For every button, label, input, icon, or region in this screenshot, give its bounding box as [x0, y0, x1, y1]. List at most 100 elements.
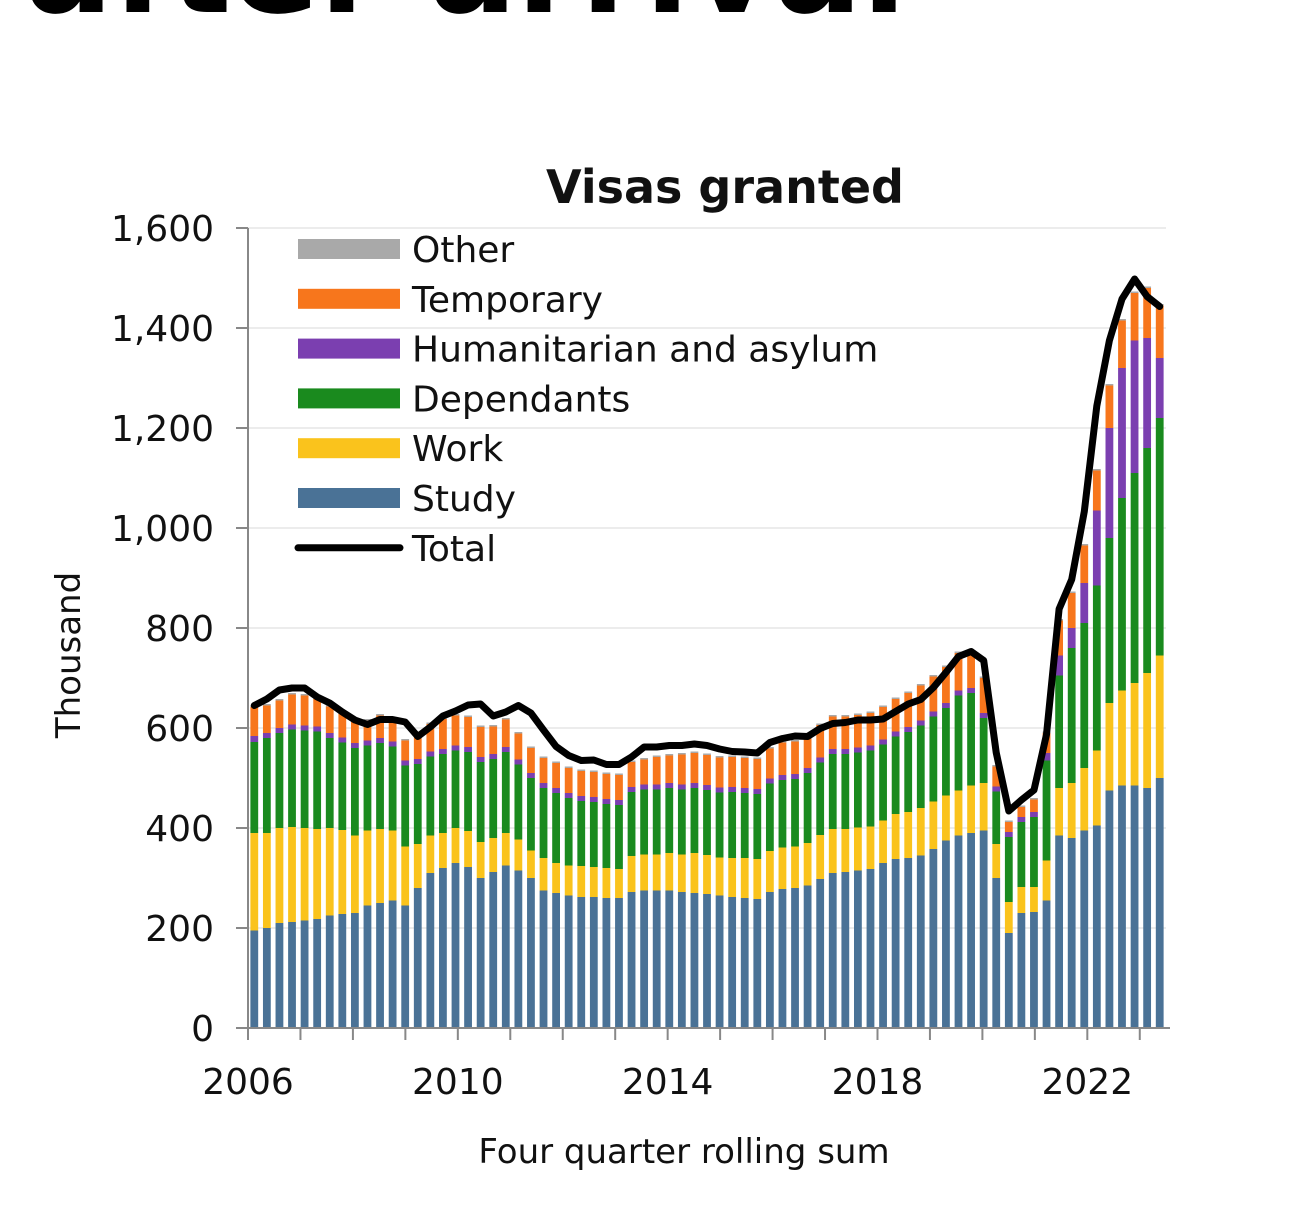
bar-dependants-72 — [1155, 418, 1164, 656]
bar-study-70 — [1130, 785, 1139, 1028]
bar-dependants-46 — [828, 754, 837, 829]
bar-humanitarian-and-asylum-55 — [942, 703, 950, 708]
bar-humanitarian-and-asylum-57 — [967, 688, 975, 693]
bar-temporary-27 — [589, 772, 598, 797]
bar-other-27 — [589, 770, 598, 772]
bar-work-3 — [288, 827, 296, 922]
bar-work-66 — [1080, 768, 1089, 831]
bar-humanitarian-and-asylum-8 — [350, 743, 359, 748]
bar-study-16 — [451, 863, 460, 1028]
bar-study-72 — [1155, 778, 1164, 1028]
bar-humanitarian-and-asylum-33 — [665, 783, 674, 788]
bar-work-17 — [464, 831, 472, 867]
bar-humanitarian-and-asylum-17 — [464, 747, 472, 752]
legend-swatch-study — [298, 488, 400, 508]
bar-study-6 — [325, 915, 334, 1028]
bar-humanitarian-and-asylum-11 — [388, 741, 397, 747]
bar-work-42 — [778, 847, 787, 889]
bar-study-62 — [1030, 912, 1038, 1028]
bar-humanitarian-and-asylum-59 — [992, 786, 1001, 792]
bar-dependants-19 — [489, 759, 498, 838]
bar-humanitarian-and-asylum-41 — [765, 778, 774, 784]
bar-dependants-58 — [979, 718, 988, 783]
bar-study-25 — [564, 895, 573, 1028]
bar-humanitarian-and-asylum-44 — [803, 768, 812, 773]
bar-work-30 — [627, 856, 636, 892]
bar-other-43 — [791, 740, 799, 742]
bar-work-23 — [539, 858, 548, 891]
bar-other-26 — [577, 769, 586, 771]
bar-other-19 — [489, 725, 498, 727]
bar-work-32 — [652, 854, 661, 891]
bar-study-36 — [703, 894, 711, 1028]
bar-work-8 — [350, 835, 359, 913]
bar-work-64 — [1055, 788, 1064, 836]
bar-humanitarian-and-asylum-32 — [652, 784, 661, 790]
bar-dependants-56 — [954, 695, 963, 791]
bar-work-46 — [828, 829, 837, 873]
bar-temporary-50 — [879, 707, 887, 740]
bar-study-23 — [539, 890, 548, 1028]
bar-work-12 — [401, 846, 410, 906]
bar-humanitarian-and-asylum-3 — [288, 724, 296, 730]
bar-temporary-55 — [942, 667, 950, 703]
bar-temporary-38 — [728, 757, 737, 787]
bar-study-53 — [916, 855, 925, 1028]
bar-dependants-9 — [363, 745, 372, 831]
bar-study-13 — [413, 888, 422, 1028]
bar-work-11 — [388, 830, 397, 901]
bar-work-67 — [1092, 750, 1101, 826]
bar-work-40 — [753, 859, 762, 899]
bar-work-72 — [1155, 655, 1164, 778]
bar-other-48 — [854, 713, 862, 715]
bar-study-40 — [753, 899, 762, 1028]
bar-study-18 — [476, 878, 485, 1028]
bar-temporary-56 — [954, 653, 963, 691]
bar-other-55 — [942, 665, 950, 667]
bar-temporary-26 — [577, 771, 586, 796]
bar-other-40 — [753, 757, 762, 759]
bar-humanitarian-and-asylum-9 — [363, 740, 372, 746]
bar-humanitarian-and-asylum-69 — [1118, 368, 1126, 498]
bar-study-47 — [841, 872, 850, 1028]
bar-dependants-23 — [539, 788, 548, 858]
bar-work-56 — [954, 790, 963, 836]
bar-humanitarian-and-asylum-52 — [904, 727, 913, 732]
bar-work-22 — [527, 850, 535, 878]
bar-work-49 — [866, 826, 875, 869]
bar-dependants-20 — [501, 752, 510, 833]
bar-study-39 — [740, 898, 749, 1028]
bar-other-66 — [1080, 544, 1089, 546]
bar-other-18 — [476, 725, 485, 727]
bar-dependants-21 — [514, 764, 523, 840]
bar-temporary-33 — [665, 755, 674, 783]
bar-work-65 — [1067, 783, 1076, 838]
bar-temporary-22 — [527, 748, 535, 773]
bar-temporary-65 — [1067, 593, 1076, 628]
bar-humanitarian-and-asylum-71 — [1143, 338, 1152, 448]
bar-temporary-3 — [288, 694, 296, 725]
bar-dependants-59 — [992, 791, 1001, 844]
bar-dependants-42 — [778, 780, 787, 848]
bar-study-56 — [954, 835, 963, 1028]
bar-other-65 — [1067, 591, 1076, 593]
bar-work-10 — [376, 829, 384, 903]
bar-other-2 — [275, 699, 284, 701]
bar-temporary-14 — [426, 724, 435, 752]
bar-humanitarian-and-asylum-60 — [1004, 832, 1013, 837]
bar-temporary-31 — [640, 759, 649, 785]
y-tick-label-7: 1,400 — [111, 309, 214, 350]
total-line-group — [250, 275, 1164, 815]
bar-dependants-15 — [439, 754, 447, 833]
bar-humanitarian-and-asylum-61 — [1017, 817, 1026, 822]
bar-humanitarian-and-asylum-27 — [589, 797, 598, 802]
bar-temporary-58 — [979, 678, 988, 713]
bar-dependants-71 — [1143, 448, 1152, 673]
bar-work-54 — [929, 801, 938, 849]
bar-humanitarian-and-asylum-6 — [325, 733, 334, 738]
bar-other-49 — [866, 711, 875, 713]
bar-dependants-33 — [665, 788, 674, 853]
bar-dependants-7 — [338, 742, 347, 830]
bar-humanitarian-and-asylum-47 — [841, 749, 850, 754]
bar-humanitarian-and-asylum-29 — [615, 800, 623, 805]
